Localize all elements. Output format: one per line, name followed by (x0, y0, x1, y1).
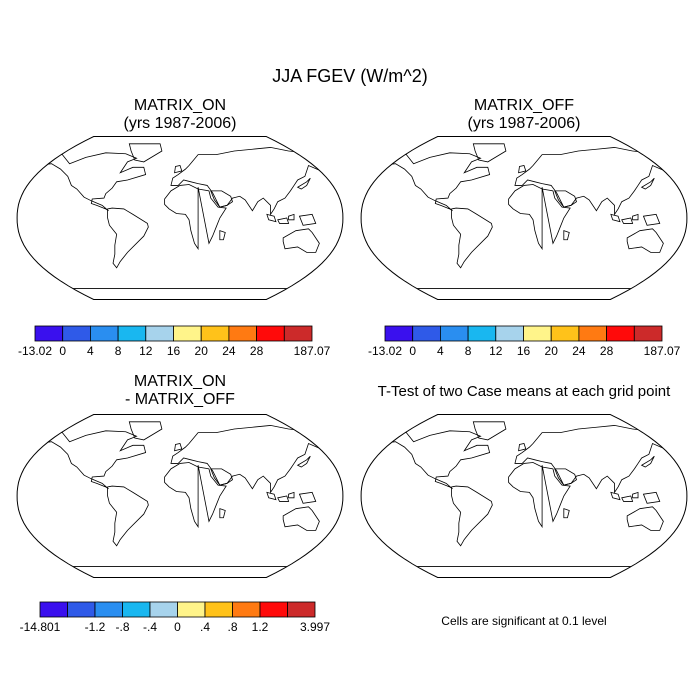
colorbar: -13.02 0 4 8 12 16 20 24 28 187.07 (18, 326, 331, 358)
colorbar-swatch (634, 326, 662, 341)
colorbar-tick-label: -13.02 (368, 344, 402, 358)
colorbar-swatch (229, 326, 257, 341)
map-panel-3: MATRIX_ON- MATRIX_OFF -14.801 -1.2 -.8 -.4 0.… (17, 373, 343, 634)
colorbar-tick-label: .4 (200, 620, 210, 634)
colorbar-tick-label: 8 (465, 344, 472, 358)
map-panel-1: MATRIX_ON(yrs 1987-2006) -13.02 0 4 8 12 16 20 2… (17, 97, 343, 358)
colorbar-swatch (440, 326, 468, 341)
colorbar-tick-label: 20 (195, 344, 209, 358)
panel-subtitle: (yrs 1987-2006) (124, 115, 237, 132)
map (361, 415, 687, 578)
colorbar-tick-label: 0 (409, 344, 416, 358)
colorbar-swatch (524, 326, 552, 341)
map-panel-2: MATRIX_OFF(yrs 1987-2006) -13.02 0 4 8 12 16 20… (361, 97, 687, 358)
colorbar-tick-label: -13.02 (18, 344, 52, 358)
colorbar-tick-label: 0 (59, 344, 66, 358)
colorbar-swatch (233, 602, 261, 617)
colorbar-swatch (288, 602, 316, 617)
colorbar-swatch (496, 326, 524, 341)
map (17, 415, 343, 578)
colorbar-swatch (201, 326, 229, 341)
map-panel-4: T-Test of two Case means at each grid po… (361, 383, 687, 628)
colorbar-swatch (579, 326, 607, 341)
colorbar-tick-label: -.8 (115, 620, 129, 634)
panel-title: MATRIX_ON (134, 373, 226, 390)
colorbar-tick-label: -.4 (143, 620, 157, 634)
colorbar-swatch (90, 326, 118, 341)
colorbar-tick-label: 24 (572, 344, 586, 358)
colorbar-swatch (178, 602, 206, 617)
map (17, 137, 343, 300)
map (361, 137, 687, 300)
colorbar-swatch (284, 326, 312, 341)
colorbar-tick-label: 187.07 (294, 344, 331, 358)
colorbar-swatch (205, 602, 233, 617)
colorbar-tick-label: 187.07 (644, 344, 681, 358)
colorbar-swatch (63, 326, 91, 341)
panel-title: MATRIX_ON (134, 97, 226, 114)
colorbar-swatch (40, 602, 68, 617)
colorbar-tick-label: 12 (139, 344, 153, 358)
colorbar-swatch (413, 326, 441, 341)
colorbar-swatch (150, 602, 178, 617)
colorbar: -13.02 0 4 8 12 16 20 24 28 187.07 (368, 326, 681, 358)
colorbar-tick-label: 28 (250, 344, 264, 358)
colorbar-swatch (260, 602, 288, 617)
colorbar-tick-label: 0 (174, 620, 181, 634)
panel-subtitle: (yrs 1987-2006) (468, 115, 581, 132)
colorbar-tick-label: 16 (517, 344, 531, 358)
colorbar-tick-label: .8 (227, 620, 237, 634)
colorbar-tick-label: -14.801 (20, 620, 61, 634)
colorbar: -14.801 -1.2 -.8 -.4 0 .4 .8 1.2 3.997 (20, 602, 331, 634)
colorbar-swatch (68, 602, 96, 617)
colorbar-tick-label: 16 (167, 344, 181, 358)
colorbar-tick-label: 12 (489, 344, 503, 358)
colorbar-swatch (146, 326, 174, 341)
colorbar-tick-label: 1.2 (252, 620, 269, 634)
colorbar-tick-label: 20 (545, 344, 559, 358)
colorbar-swatch (123, 602, 151, 617)
panel-title: MATRIX_OFF (474, 97, 574, 114)
colorbar-swatch (468, 326, 496, 341)
colorbar-swatch (35, 326, 63, 341)
colorbar-tick-label: 24 (222, 344, 236, 358)
panel-title: T-Test of two Case means at each grid po… (378, 383, 671, 400)
colorbar-swatch (257, 326, 285, 341)
colorbar-swatch (118, 326, 146, 341)
colorbar-swatch (95, 602, 123, 617)
colorbar-swatch (174, 326, 202, 341)
colorbar-swatch (385, 326, 413, 341)
significance-note: Cells are significant at 0.1 level (441, 614, 606, 628)
panels: MATRIX_ON(yrs 1987-2006)-13.02 0 4 8 12 16 20 2… (17, 97, 687, 634)
figure-title: JJA FGEV (W/m^2) (272, 66, 427, 86)
colorbar-tick-label: 4 (87, 344, 94, 358)
colorbar-swatch (607, 326, 635, 341)
colorbar-tick-label: 28 (600, 344, 614, 358)
panel-subtitle: - MATRIX_OFF (125, 391, 235, 408)
colorbar-tick-label: 3.997 (300, 620, 330, 634)
colorbar-tick-label: 4 (437, 344, 444, 358)
colorbar-tick-label: 8 (115, 344, 122, 358)
colorbar-tick-label: -1.2 (85, 620, 106, 634)
colorbar-swatch (551, 326, 579, 341)
